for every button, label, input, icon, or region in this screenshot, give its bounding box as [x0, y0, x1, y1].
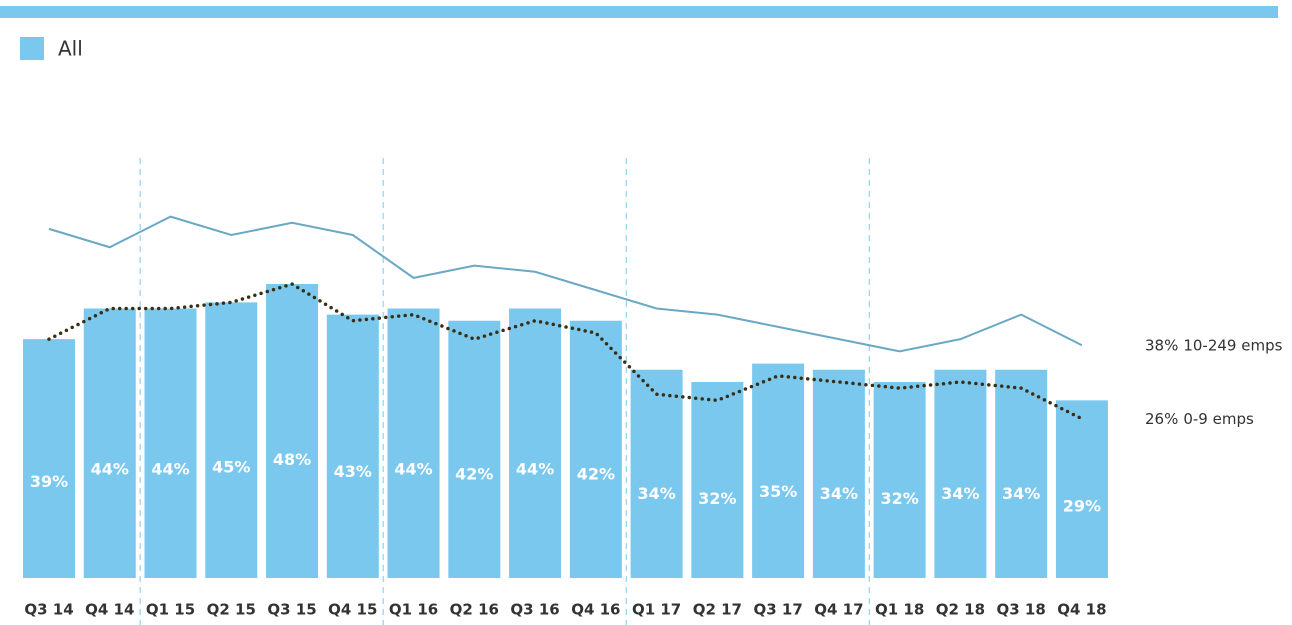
bar-value-label: 44%: [91, 460, 129, 479]
bar: [448, 320, 501, 578]
bar: [691, 382, 744, 578]
top-band: [0, 6, 1278, 18]
bar: [812, 369, 865, 578]
bar-value-label: 34%: [1002, 484, 1040, 503]
bar: [387, 308, 440, 578]
bar: [205, 302, 258, 578]
bar-value-label: 29%: [1063, 496, 1101, 515]
bar: [266, 284, 319, 578]
legend-label: All: [58, 37, 83, 61]
bar: [1055, 400, 1108, 578]
end-value: 26%: [1145, 409, 1178, 427]
bar: [569, 320, 622, 578]
end-name: 10-249 emps: [1183, 336, 1282, 354]
x-tick-label: Q1 16: [389, 601, 438, 619]
end-label: 38% 10-249 emps: [1145, 336, 1283, 354]
x-tick-label: Q3 18: [997, 601, 1046, 619]
legend-swatch: [20, 37, 44, 60]
end-name: 0-9 emps: [1183, 409, 1254, 427]
bar-value-label: 42%: [577, 465, 615, 484]
x-tick-label: Q4 17: [814, 601, 863, 619]
bar-value-label: 44%: [516, 460, 554, 479]
x-tick-label: Q4 14: [85, 601, 134, 619]
x-tick-label: Q2 16: [450, 601, 499, 619]
x-tick-label: Q2 17: [693, 601, 742, 619]
bar-value-label: 35%: [759, 482, 797, 501]
bar-value-label: 32%: [698, 489, 736, 508]
bar-value-label: 34%: [637, 484, 675, 503]
bar-value-label: 43%: [334, 462, 372, 481]
bar-value-label: 44%: [394, 460, 432, 479]
bar: [630, 369, 683, 578]
bar: [23, 339, 75, 578]
line: [48, 215, 1083, 353]
bar: [509, 308, 562, 578]
x-tick-label: Q3 16: [510, 601, 559, 619]
bar-value-label: 34%: [820, 484, 858, 503]
bar-value-label: 39%: [30, 472, 68, 491]
x-tick-label: Q4 15: [328, 601, 377, 619]
x-tick-label: Q1 15: [146, 601, 195, 619]
bar-value-label: 45%: [212, 457, 250, 476]
bar: [873, 382, 926, 578]
x-tick-label: Q2 15: [207, 601, 256, 619]
bar: [752, 363, 805, 578]
bar: [326, 314, 379, 578]
bar: [144, 308, 197, 578]
bar: [995, 369, 1048, 578]
bar-value-label: 42%: [455, 465, 493, 484]
x-tick-label: Q3 14: [24, 601, 73, 619]
x-tick-label: Q4 18: [1057, 601, 1106, 619]
x-tick-label: Q2 18: [936, 601, 985, 619]
bar: [934, 369, 987, 578]
x-tick-label: Q3 17: [753, 601, 802, 619]
x-tick-label: Q4 16: [571, 601, 620, 619]
bar-value-label: 32%: [880, 489, 918, 508]
x-tick-label: Q1 18: [875, 601, 924, 619]
bar: [83, 308, 136, 578]
x-tick-label: Q1 17: [632, 601, 681, 619]
end-value: 38%: [1145, 336, 1178, 354]
bar-value-label: 34%: [941, 484, 979, 503]
x-tick-label: Q3 15: [267, 601, 316, 619]
line: [47, 282, 1084, 421]
end-label: 26% 0-9 emps: [1145, 409, 1254, 427]
bar-value-label: 44%: [151, 460, 189, 479]
bar-value-label: 48%: [273, 450, 311, 469]
